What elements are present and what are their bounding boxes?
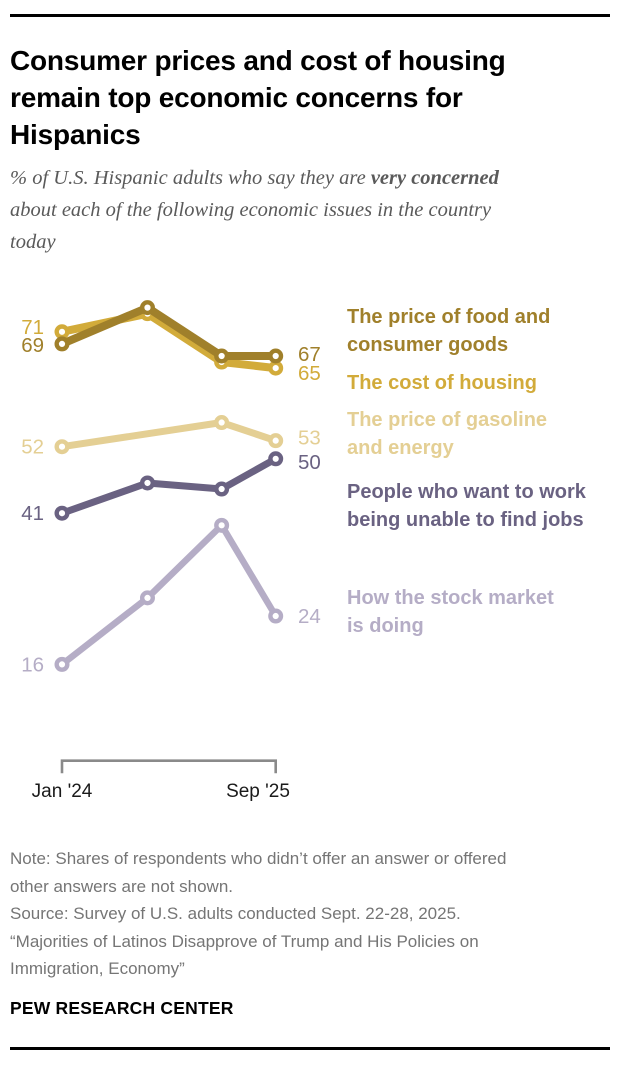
top-divider	[10, 14, 610, 17]
x-axis-bracket	[60, 759, 277, 774]
chart-notes: Note: Shares of respondents who didn’t o…	[10, 845, 528, 983]
line-series-3	[58, 455, 280, 517]
line-series-4	[58, 522, 279, 668]
legend-label-jobs: People who want to work being unable to …	[347, 481, 586, 531]
data-point-marker	[214, 415, 230, 431]
data-point-marker	[139, 590, 155, 606]
x-axis-start-label: Jan '24	[32, 781, 93, 802]
line-series-2	[58, 419, 280, 451]
right-value-label: 65	[298, 362, 321, 385]
right-value-label: 50	[298, 451, 321, 474]
subtitle-text-end: about each of the following economic iss…	[10, 199, 492, 253]
legend-label-gasoline: The price of gasoline and energy	[347, 409, 548, 459]
data-point-marker	[214, 481, 230, 497]
right-value-label: 24	[298, 605, 321, 628]
left-value-label: 69	[21, 334, 44, 357]
data-point-marker	[268, 348, 284, 364]
right-value-label: 67	[298, 343, 321, 366]
data-point-marker	[54, 324, 70, 340]
bottom-divider	[10, 1047, 610, 1050]
subtitle-bold-text: very concerned	[370, 167, 499, 189]
legend-label-housing: The cost of housing	[347, 372, 537, 394]
legend-label-stock: How the stock market is doing	[347, 587, 554, 637]
left-value-label: 71	[21, 316, 44, 339]
left-value-label: 52	[21, 436, 44, 459]
pew-research-center-wordmark: PEW RESEARCH CENTER	[10, 998, 234, 1018]
data-point-marker	[214, 348, 230, 364]
data-point-marker	[268, 360, 284, 376]
data-point-marker	[268, 451, 284, 467]
source-line: Source: Survey of U.S. adults conducted …	[10, 904, 461, 923]
trend-line-chart: 69 67 71 65 52 53 41 50 16 24 Jan '24 Sep '25	[21, 300, 321, 802]
data-point-marker	[268, 433, 284, 449]
report-title-line: “Majorities of Latinos Disapprove of Tru…	[10, 931, 479, 979]
subtitle-text: % of U.S. Hispanic adults who say they a…	[10, 167, 371, 189]
chart-subtitle: % of U.S. Hispanic adults who say they a…	[10, 162, 534, 258]
legend-label-food: The price of food and consumer goods	[347, 306, 551, 356]
data-point-marker	[139, 475, 155, 491]
data-point-marker	[214, 517, 230, 533]
data-point-marker	[268, 608, 284, 624]
data-point-marker	[139, 300, 155, 316]
data-point-marker	[54, 336, 70, 352]
left-value-label: 16	[21, 653, 44, 676]
page-title: Consumer prices and cost of housing rema…	[10, 45, 506, 150]
data-point-marker	[54, 439, 70, 455]
left-value-label: 41	[21, 502, 44, 525]
data-point-marker	[54, 656, 70, 672]
x-axis-end-label: Sep '25	[226, 781, 290, 802]
line-series-0	[58, 303, 280, 360]
data-point-marker	[54, 505, 70, 521]
right-value-label: 53	[298, 427, 321, 450]
note-line: Note: Shares of respondents who didn’t o…	[10, 849, 507, 896]
